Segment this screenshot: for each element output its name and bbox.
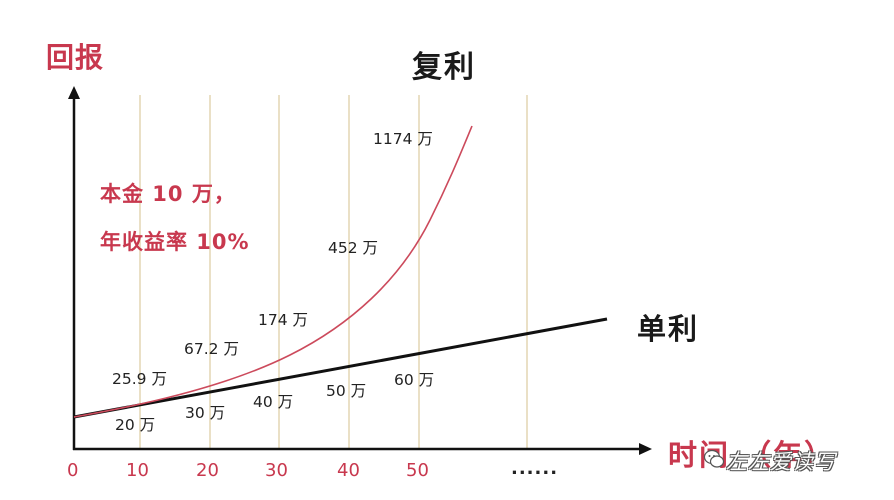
simple-interest-line	[73, 317, 608, 419]
chart-title: 复利	[412, 50, 476, 85]
x-axis-label: 时间 （年）	[668, 438, 836, 472]
x-tick-30: 30	[265, 460, 288, 481]
axes	[68, 86, 652, 455]
compound-label-20: 67.2 万	[184, 340, 239, 358]
gridlines	[139, 95, 528, 449]
wechat-icon	[703, 449, 725, 468]
simple-label-10: 20 万	[115, 416, 156, 434]
x-tick-0: 0	[67, 460, 79, 481]
simple-label-40: 50 万	[326, 382, 367, 400]
x-tick-40: 40	[337, 460, 360, 481]
annotation-principal: 本金 10 万，	[100, 182, 236, 206]
compound-label-50: 1174 万	[373, 130, 433, 148]
x-tick-20: 20	[196, 460, 219, 481]
annotation-rate: 年收益率 10%	[100, 230, 250, 254]
x-tick-ellipsis: ......	[511, 458, 559, 479]
watermark-text: 左左爱读写	[726, 450, 836, 474]
compound-label-30: 174 万	[258, 311, 309, 329]
compound-label-10: 25.9 万	[112, 370, 167, 388]
simple-label-50: 60 万	[394, 371, 435, 389]
x-tick-10: 10	[126, 460, 149, 481]
simple-label-30: 40 万	[253, 393, 294, 411]
simple-label-20: 30 万	[185, 404, 226, 422]
compound-interest-curve	[73, 125, 473, 418]
y-axis-label: 回报	[46, 41, 105, 74]
simple-interest-label: 单利	[637, 312, 700, 346]
compound-label-40: 452 万	[328, 239, 379, 257]
x-tick-50: 50	[406, 460, 429, 481]
